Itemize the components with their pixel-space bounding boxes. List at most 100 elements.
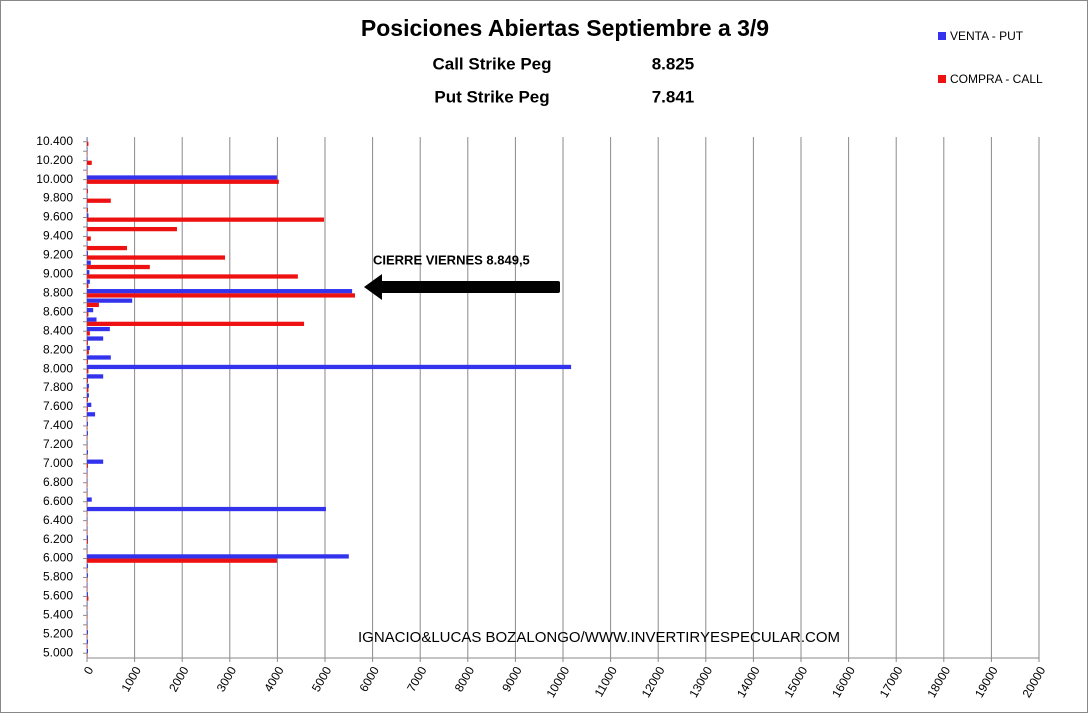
y-tick-label: 8.000 bbox=[43, 361, 73, 375]
bar bbox=[87, 350, 89, 355]
y-tick-label: 8.600 bbox=[43, 304, 73, 318]
bar bbox=[87, 260, 91, 265]
bar bbox=[87, 208, 88, 213]
y-tick-label: 5.200 bbox=[43, 626, 73, 640]
bar bbox=[87, 558, 277, 563]
bar bbox=[87, 255, 226, 260]
y-tick-label: 10.200 bbox=[36, 153, 73, 167]
bar bbox=[87, 179, 279, 184]
y-tick-label: 7.400 bbox=[43, 418, 73, 432]
bar bbox=[87, 406, 88, 412]
bar bbox=[87, 245, 127, 251]
bar bbox=[87, 283, 89, 289]
bar bbox=[87, 302, 99, 308]
plot-area: 0 1000 2000 3000 4000 5000 6000 7000 8000 9000 100… bbox=[36, 134, 1048, 700]
bar bbox=[87, 369, 89, 374]
bar bbox=[87, 359, 88, 364]
chart-title: Posiciones Abiertas Septiembre a 3/9 bbox=[361, 15, 769, 41]
y-tick-label: 6.800 bbox=[43, 475, 73, 489]
bar bbox=[87, 198, 111, 203]
bar bbox=[87, 421, 88, 426]
bar bbox=[87, 596, 89, 601]
y-tick-label: 10.400 bbox=[36, 134, 73, 148]
bar bbox=[87, 563, 88, 569]
y-tick-label: 9.600 bbox=[43, 210, 73, 224]
y-tick-label: 10.000 bbox=[36, 172, 73, 186]
bar bbox=[87, 321, 305, 326]
y-tick-label: 6.400 bbox=[43, 513, 73, 527]
bar bbox=[87, 412, 96, 417]
bar bbox=[87, 336, 104, 341]
bar bbox=[87, 355, 111, 360]
y-tick-label: 7.200 bbox=[43, 437, 73, 451]
bar bbox=[87, 226, 177, 232]
bar bbox=[87, 175, 277, 180]
bar bbox=[87, 388, 89, 393]
y-tick-label: 5.000 bbox=[43, 645, 73, 659]
subtitle-label: Put Strike Peg bbox=[434, 87, 549, 106]
bar bbox=[87, 459, 104, 464]
bar bbox=[87, 189, 88, 194]
bar bbox=[87, 639, 88, 644]
y-tick-label: 6.000 bbox=[43, 551, 73, 565]
y-tick-label: 9.800 bbox=[43, 191, 73, 205]
subtitle-label: Call Strike Peg bbox=[432, 54, 551, 73]
y-tick-label: 8.200 bbox=[43, 342, 73, 356]
y-tick-label: 8.800 bbox=[43, 285, 73, 299]
annotation-arrow-shaft bbox=[378, 281, 560, 293]
subtitle-value: 8.825 bbox=[652, 54, 695, 73]
bar bbox=[87, 274, 298, 279]
bar bbox=[87, 535, 88, 540]
bar bbox=[87, 289, 353, 294]
bar bbox=[87, 141, 89, 146]
annotation-arrow-head bbox=[364, 274, 382, 300]
y-tick-label: 7.600 bbox=[43, 399, 73, 413]
watermark: IGNACIO&LUCAS BOZALONGO/WWW.INVERTIRYESP… bbox=[358, 629, 840, 646]
y-tick-label: 9.000 bbox=[43, 267, 73, 281]
y-tick-label: 9.400 bbox=[43, 229, 73, 243]
legend-label: COMPRA - CALL bbox=[950, 72, 1043, 86]
bar bbox=[87, 649, 88, 654]
bar bbox=[87, 312, 89, 317]
subtitle-value: 7.841 bbox=[652, 87, 695, 106]
bar bbox=[87, 431, 88, 436]
bar bbox=[87, 378, 88, 383]
bar bbox=[87, 554, 349, 559]
bar bbox=[87, 345, 90, 351]
bar bbox=[87, 450, 88, 455]
bar bbox=[87, 630, 88, 635]
bar bbox=[87, 307, 94, 313]
bar bbox=[87, 236, 91, 241]
legend-swatch bbox=[938, 75, 946, 83]
bar bbox=[87, 217, 325, 222]
bar bbox=[87, 573, 88, 578]
bar bbox=[87, 270, 90, 275]
bar bbox=[87, 374, 104, 379]
y-tick-label: 9.200 bbox=[43, 248, 73, 262]
bar bbox=[87, 393, 89, 398]
bar bbox=[87, 160, 92, 165]
bar bbox=[87, 397, 88, 402]
y-tick-label: 6.600 bbox=[43, 494, 73, 508]
bar bbox=[87, 251, 88, 256]
legend-label: VENTA - PUT bbox=[950, 29, 1024, 43]
bar bbox=[87, 364, 572, 370]
bar bbox=[87, 506, 326, 512]
bar bbox=[87, 463, 88, 469]
bar bbox=[87, 293, 355, 298]
bar bbox=[87, 539, 88, 544]
y-tick-label: 5.400 bbox=[43, 608, 73, 622]
bar bbox=[87, 402, 92, 407]
bar bbox=[87, 317, 97, 322]
y-tick-label: 7.000 bbox=[43, 456, 73, 470]
bar bbox=[87, 279, 90, 284]
y-tick-label: 6.200 bbox=[43, 532, 73, 546]
y-tick-label: 5.800 bbox=[43, 570, 73, 584]
bar bbox=[87, 264, 150, 270]
bar bbox=[87, 326, 110, 332]
bar bbox=[87, 298, 133, 303]
bar bbox=[87, 383, 89, 389]
bar bbox=[87, 340, 88, 345]
